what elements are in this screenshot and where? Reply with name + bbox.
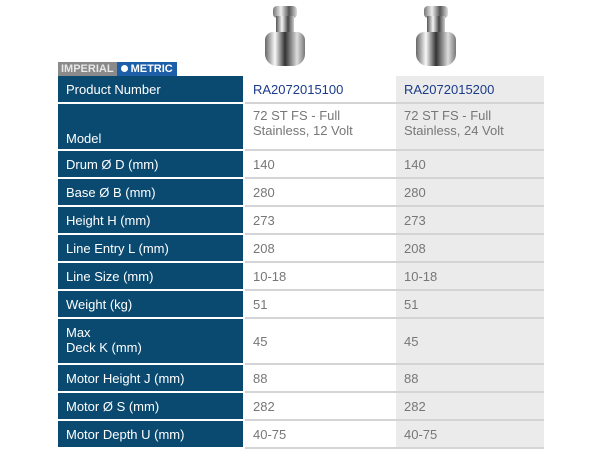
product-1-value: RA2072015100 <box>244 76 396 104</box>
product-1-value: 282 <box>244 392 396 421</box>
product-2-value: 140 <box>396 150 544 179</box>
radio-selected-icon <box>120 65 128 72</box>
product-1-value: 280 <box>244 178 396 207</box>
row-label: Height H (mm) <box>58 206 245 235</box>
winch-image <box>263 6 307 68</box>
metric-option[interactable]: METRIC <box>116 62 177 76</box>
product-2-value: 45 <box>396 318 544 365</box>
product-2-value: 282 <box>396 392 544 421</box>
table-row: Motor Ø S (mm) 282 282 <box>58 392 544 421</box>
winch-image <box>414 6 458 68</box>
product-2-value: 208 <box>396 234 544 263</box>
table-row: Max Deck K (mm) 45 45 <box>58 318 544 365</box>
table-row: Line Entry L (mm) 208 208 <box>58 234 544 263</box>
row-label: Motor Depth U (mm) <box>58 420 245 449</box>
product-2-value: 51 <box>396 290 544 319</box>
row-label-line: Max <box>66 324 91 340</box>
product-1-value: 208 <box>244 234 396 263</box>
table-row: Base Ø B (mm) 280 280 <box>58 178 544 207</box>
table-row: Motor Depth U (mm) 40-75 40-75 <box>58 420 544 449</box>
row-label: Motor Ø S (mm) <box>58 392 245 421</box>
product-2-value: 72 ST FS - Full Stainless, 24 Volt <box>396 103 544 151</box>
row-label: Drum Ø D (mm) <box>58 150 245 179</box>
row-label: Base Ø B (mm) <box>58 178 245 207</box>
row-label: Line Entry L (mm) <box>58 234 245 263</box>
table-row: Motor Height J (mm) 88 88 <box>58 364 544 393</box>
product-2-value: 10-18 <box>396 262 544 291</box>
product-1-value: 51 <box>244 290 396 319</box>
row-label: Max Deck K (mm) <box>58 318 245 365</box>
product-1-value: 72 ST FS - Full Stainless, 12 Volt <box>244 103 396 151</box>
product-1-value: 273 <box>244 206 396 235</box>
product-1-value: 88 <box>244 364 396 393</box>
row-label: Motor Height J (mm) <box>58 364 245 393</box>
product-1-value: 140 <box>244 150 396 179</box>
metric-label: METRIC <box>130 63 173 75</box>
product-2-value: RA2072015200 <box>396 76 544 104</box>
row-label-line: Deck K (mm) <box>66 339 142 355</box>
table-row: Height H (mm) 273 273 <box>58 206 544 235</box>
row-label: Weight (kg) <box>58 290 245 319</box>
table-row: Drum Ø D (mm) 140 140 <box>58 150 544 179</box>
row-label: Line Size (mm) <box>58 262 245 291</box>
table-row: Product Number RA2072015100 RA2072015200 <box>58 76 544 104</box>
table-row: Line Size (mm) 10-18 10-18 <box>58 262 544 291</box>
product-2-value: 273 <box>396 206 544 235</box>
table-row: Model 72 ST FS - Full Stainless, 12 Volt 7… <box>58 103 544 151</box>
table-row: Weight (kg) 51 51 <box>58 290 544 319</box>
product-1-value: 10-18 <box>244 262 396 291</box>
product-1-value: 40-75 <box>244 420 396 449</box>
imperial-option[interactable]: IMPERIAL <box>58 62 117 76</box>
product-2-value: 40-75 <box>396 420 544 449</box>
row-label: Product Number <box>58 76 245 104</box>
product-1-value: 45 <box>244 318 396 365</box>
unit-toggle: IMPERIAL METRIC <box>58 62 177 76</box>
product-2-value: 280 <box>396 178 544 207</box>
spec-table: Product Number RA2072015100 RA2072015200 Mo… <box>58 76 544 449</box>
product-2-value: 88 <box>396 364 544 393</box>
row-label: Model <box>58 103 245 151</box>
